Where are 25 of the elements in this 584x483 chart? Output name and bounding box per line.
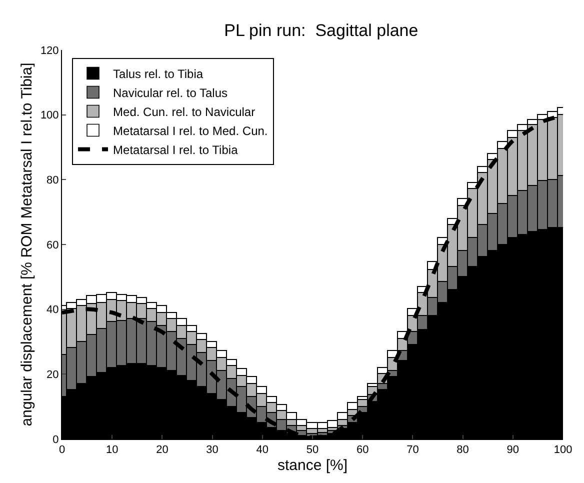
- x-axis-title: stance [%]: [277, 457, 348, 474]
- x-tick-label: 60: [356, 444, 369, 456]
- y-tick-label: 20: [46, 369, 59, 382]
- x-tick-label: 30: [206, 444, 218, 456]
- x-tick-label: 80: [456, 444, 469, 456]
- y-tick-label: 120: [40, 44, 59, 57]
- x-tick-label: 50: [306, 444, 319, 456]
- y-axis-title: angular displacement [% ROM Metatarsal I rel.to Tibia]: [18, 62, 36, 426]
- x-tick-label: 100: [554, 444, 572, 456]
- legend-label: Metatarsal I rel. to Tibia: [113, 142, 238, 157]
- y-tick-label: 80: [46, 174, 59, 187]
- chart-title: PL pin run: Sagittal plane: [224, 21, 418, 40]
- y-tick-label: 100: [40, 110, 59, 122]
- legend-label: Navicular rel. to Talus: [113, 86, 228, 100]
- legend-label: Metatarsal I rel. to Med. Cun.: [113, 124, 268, 138]
- legend-label: Med. Cun. rel. to Navicular: [113, 104, 256, 119]
- x-tick-label: 20: [156, 444, 168, 456]
- y-tick-label: 40: [46, 304, 59, 316]
- x-tick-label: 40: [256, 444, 269, 456]
- legend-label: Talus rel. to Tibia: [113, 66, 204, 81]
- x-tick-label: 70: [406, 444, 419, 456]
- y-tick-label: 0: [52, 434, 59, 446]
- x-tick-label: 90: [506, 444, 520, 456]
- x-tick-label: 10: [106, 444, 118, 456]
- y-tick-label: 60: [46, 239, 59, 252]
